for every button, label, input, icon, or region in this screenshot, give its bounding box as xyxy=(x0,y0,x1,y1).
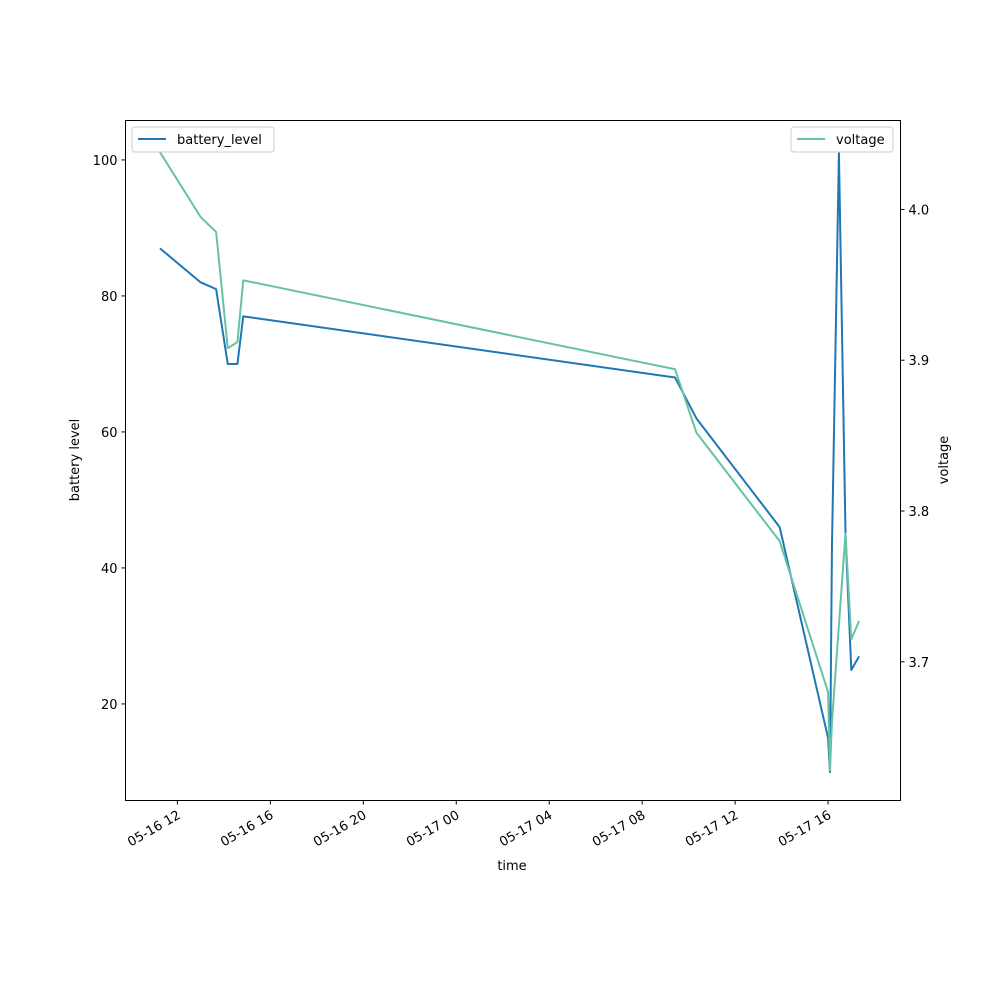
x-tick-label: 05-16 16 xyxy=(218,808,276,850)
x-axis-label: time xyxy=(497,859,526,874)
x-tick-label: 05-17 04 xyxy=(497,808,555,850)
x-tick-label: 05-17 16 xyxy=(776,808,834,850)
series-layer xyxy=(159,151,860,773)
legend-label-battery-level: battery_level xyxy=(177,133,262,148)
legend-box xyxy=(790,126,894,153)
y-right-tick-label: 3.9 xyxy=(909,354,930,369)
legend-voltage: voltage xyxy=(790,126,894,153)
y-left-tick-label: 40 xyxy=(101,562,118,577)
x-axis: 05-16 12 05-16 16 05-16 20 05-17 00 05-17 04… xyxy=(125,800,834,850)
x-tick-label: 05-17 00 xyxy=(404,808,462,850)
y-left-tick-label: 80 xyxy=(101,290,118,305)
y-axis-left-label: battery level xyxy=(68,419,83,502)
y-axis-right: 3.7 3.8 3.9 4.0 xyxy=(900,203,930,671)
y-left-tick-label: 100 xyxy=(93,154,118,169)
y-axis-left: 20 40 60 80 100 xyxy=(93,154,126,713)
y-axis-right-label: voltage xyxy=(937,436,952,485)
x-tick-label: 05-16 12 xyxy=(125,808,183,850)
legend-label-voltage: voltage xyxy=(836,133,885,148)
series-line-battery-level xyxy=(159,152,860,773)
y-left-tick-label: 20 xyxy=(101,698,118,713)
y-right-tick-label: 3.7 xyxy=(909,656,930,671)
y-left-tick-label: 60 xyxy=(101,426,118,441)
y-right-tick-label: 4.0 xyxy=(909,203,930,218)
legend-box xyxy=(131,126,275,153)
x-tick-label: 05-17 12 xyxy=(683,808,741,850)
x-tick-label: 05-17 08 xyxy=(590,808,648,850)
series-line-voltage xyxy=(159,151,860,772)
x-tick-label: 05-16 20 xyxy=(311,808,369,850)
legend-battery-level: battery_level xyxy=(131,126,275,153)
plot-frame xyxy=(125,120,901,801)
y-right-tick-label: 3.8 xyxy=(909,505,930,520)
